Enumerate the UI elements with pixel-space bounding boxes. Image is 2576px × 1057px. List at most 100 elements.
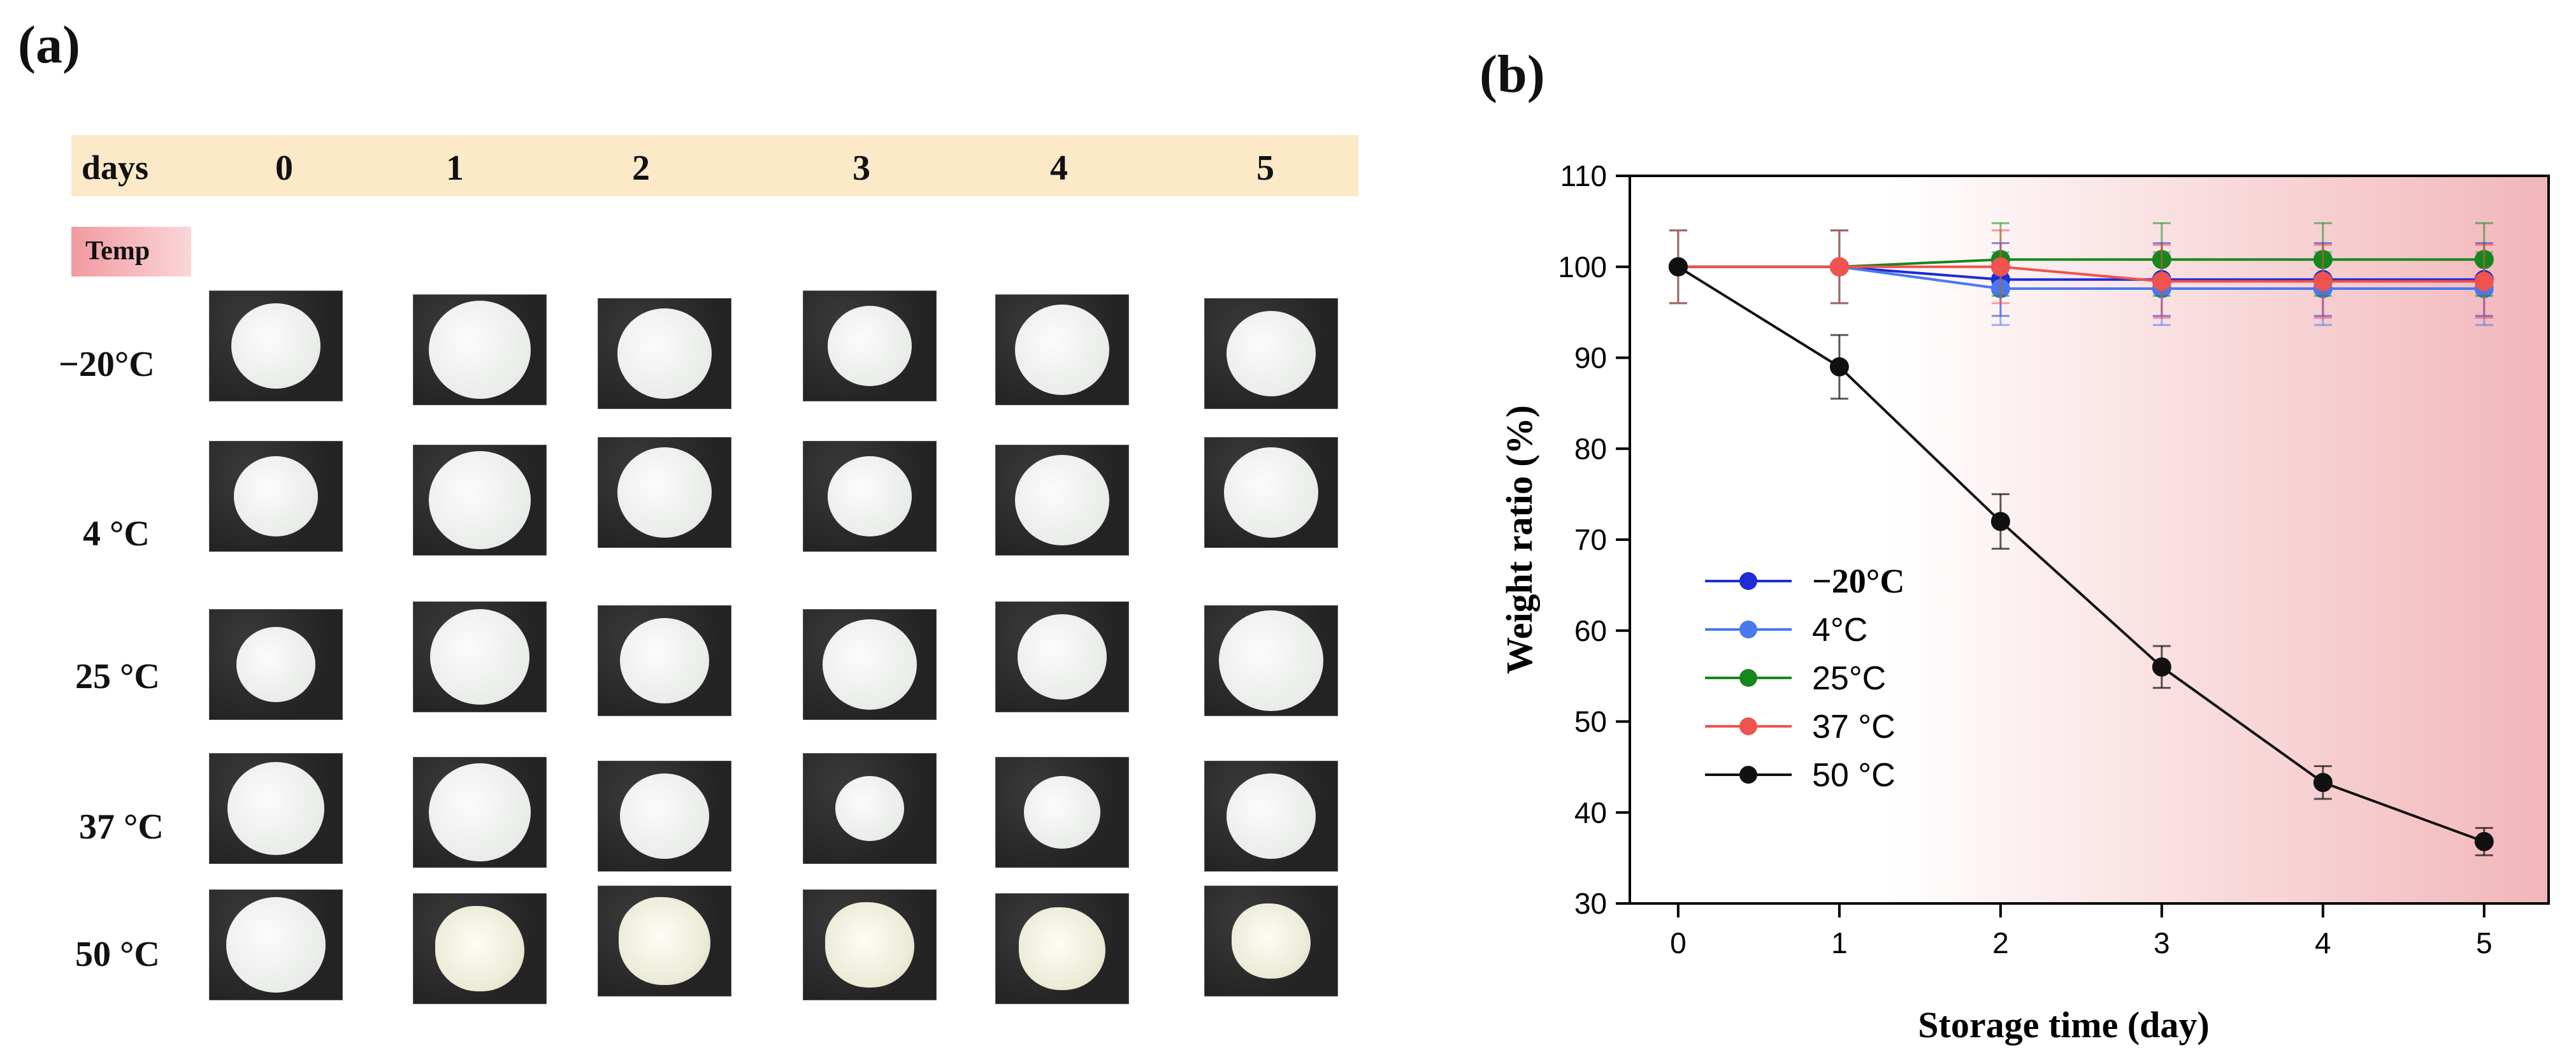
data-point (2474, 831, 2494, 851)
y-axis-label: Weight ratio (%) (1499, 405, 1540, 674)
sample-photo-r0-c1 (413, 294, 547, 405)
sample-photo-r0-c0 (209, 291, 343, 401)
sample-photo-r3-c1 (413, 757, 547, 868)
hydrogel-disk (617, 447, 712, 538)
row-label-50: 50 °C (75, 935, 160, 974)
sample-photo-r1-c0 (209, 441, 343, 552)
sample-photo-r0-c3 (803, 291, 937, 401)
data-point (1990, 512, 2010, 531)
hydrogel-disk (617, 308, 712, 399)
series-4 (1668, 257, 2494, 856)
legend-label: 4°C (1812, 612, 1867, 649)
data-point (2474, 271, 2494, 291)
sample-photo-r0-c2 (598, 298, 731, 409)
legend-marker (1739, 621, 1757, 638)
day-0-label: 0 (275, 148, 293, 188)
legend-marker (1739, 766, 1757, 784)
x-tick-label: 3 (2154, 926, 2170, 960)
day-4-label: 4 (1050, 148, 1068, 188)
hydrogel-disk (1015, 455, 1109, 545)
sample-photo-r2-c1 (413, 601, 547, 712)
day-3-label: 3 (853, 148, 870, 188)
hydrogel-disk (231, 303, 320, 389)
x-tick-label: 2 (1992, 926, 2009, 960)
panel-b-label: (b) (1479, 45, 1545, 104)
sample-photo-r4-c1 (413, 893, 547, 1004)
data-point (1990, 257, 2010, 277)
x-tick-label: 5 (2476, 926, 2493, 960)
sample-photo-r4-c2 (598, 886, 731, 996)
hydrogel-disk (1232, 903, 1311, 979)
data-point (2313, 773, 2333, 793)
legend-marker (1739, 669, 1757, 687)
hydrogel-disk (430, 609, 529, 705)
hydrogel-disk (236, 627, 315, 702)
y-tick-label: 40 (1574, 796, 1607, 829)
y-tick-label: 70 (1574, 523, 1607, 556)
y-tick-label: 50 (1574, 705, 1607, 738)
shaded-region (1887, 176, 2549, 903)
hydrogel-disk (429, 763, 531, 861)
sample-photo-r4-c5 (1204, 886, 1338, 996)
x-tick-label: 4 (2315, 926, 2331, 960)
y-tick-label: 90 (1574, 342, 1607, 375)
series-line (1678, 265, 2484, 283)
data-point (2313, 271, 2333, 291)
hydrogel-disk (825, 902, 914, 988)
sample-photo-r1-c2 (598, 437, 731, 548)
sample-photo-r1-c1 (413, 445, 547, 556)
row-label-minus20: −20°C (59, 345, 155, 384)
x-tick-label: 1 (1831, 926, 1848, 960)
legend-label: 50 °C (1812, 757, 1896, 794)
days-header-label: days (82, 148, 149, 187)
temp-badge-label: Temp (85, 236, 150, 266)
hydrogel-disk (1024, 776, 1100, 849)
sample-photo-r3-c0 (209, 753, 343, 864)
hydrogel-disk (1015, 305, 1109, 395)
legend-marker (1739, 717, 1757, 735)
hydrogel-disk (435, 906, 524, 991)
row-label-25: 25 °C (75, 657, 160, 696)
legend-label: 37 °C (1812, 708, 1896, 745)
row-label-37: 37 °C (79, 807, 164, 847)
data-point (1829, 357, 1849, 377)
day-5-label: 5 (1256, 148, 1274, 188)
data-point (2152, 657, 2171, 677)
legend-label: −20°C (1812, 562, 1904, 600)
sample-photo-r0-c4 (995, 294, 1129, 405)
sample-photo-r2-c2 (598, 605, 731, 716)
sample-photo-r2-c0 (209, 609, 343, 720)
panel-a-label: (a) (18, 15, 80, 75)
day-2-label: 2 (632, 148, 650, 188)
temp-badge (71, 227, 191, 277)
data-point (1668, 257, 1688, 277)
row-label-4: 4 °C (83, 514, 150, 554)
hydrogel-disk (227, 762, 324, 855)
hydrogel-disk (1227, 773, 1316, 859)
sample-photo-r3-c5 (1204, 761, 1338, 872)
x-axis-label: Storage time (day) (1918, 1004, 2209, 1046)
sample-photo-r4-c3 (803, 889, 937, 1000)
hydrogel-disk (429, 301, 531, 399)
sample-photo-r4-c0 (209, 889, 343, 1000)
sample-photo-r2-c3 (803, 609, 937, 720)
hydrogel-disk (429, 451, 531, 549)
hydrogel-disk (1227, 311, 1316, 396)
day-1-label: 1 (446, 148, 464, 188)
y-tick-label: 100 (1558, 250, 1607, 284)
data-point (2152, 271, 2171, 291)
legend-marker (1739, 572, 1757, 590)
data-point (1829, 257, 1849, 277)
y-tick-label: 110 (1560, 159, 1607, 192)
sample-photo-r4-c4 (995, 893, 1129, 1004)
sample-photo-r3-c2 (598, 761, 731, 872)
sample-photo-r0-c5 (1204, 298, 1338, 409)
sample-photo-r3-c3 (803, 753, 937, 864)
hydrogel-disk (1019, 907, 1105, 990)
days-header-band (71, 135, 1358, 196)
y-tick-label: 80 (1574, 432, 1607, 465)
hydrogel-disk (828, 456, 912, 536)
hydrogel-disk (823, 619, 917, 710)
hydrogel-disk (1219, 610, 1323, 711)
